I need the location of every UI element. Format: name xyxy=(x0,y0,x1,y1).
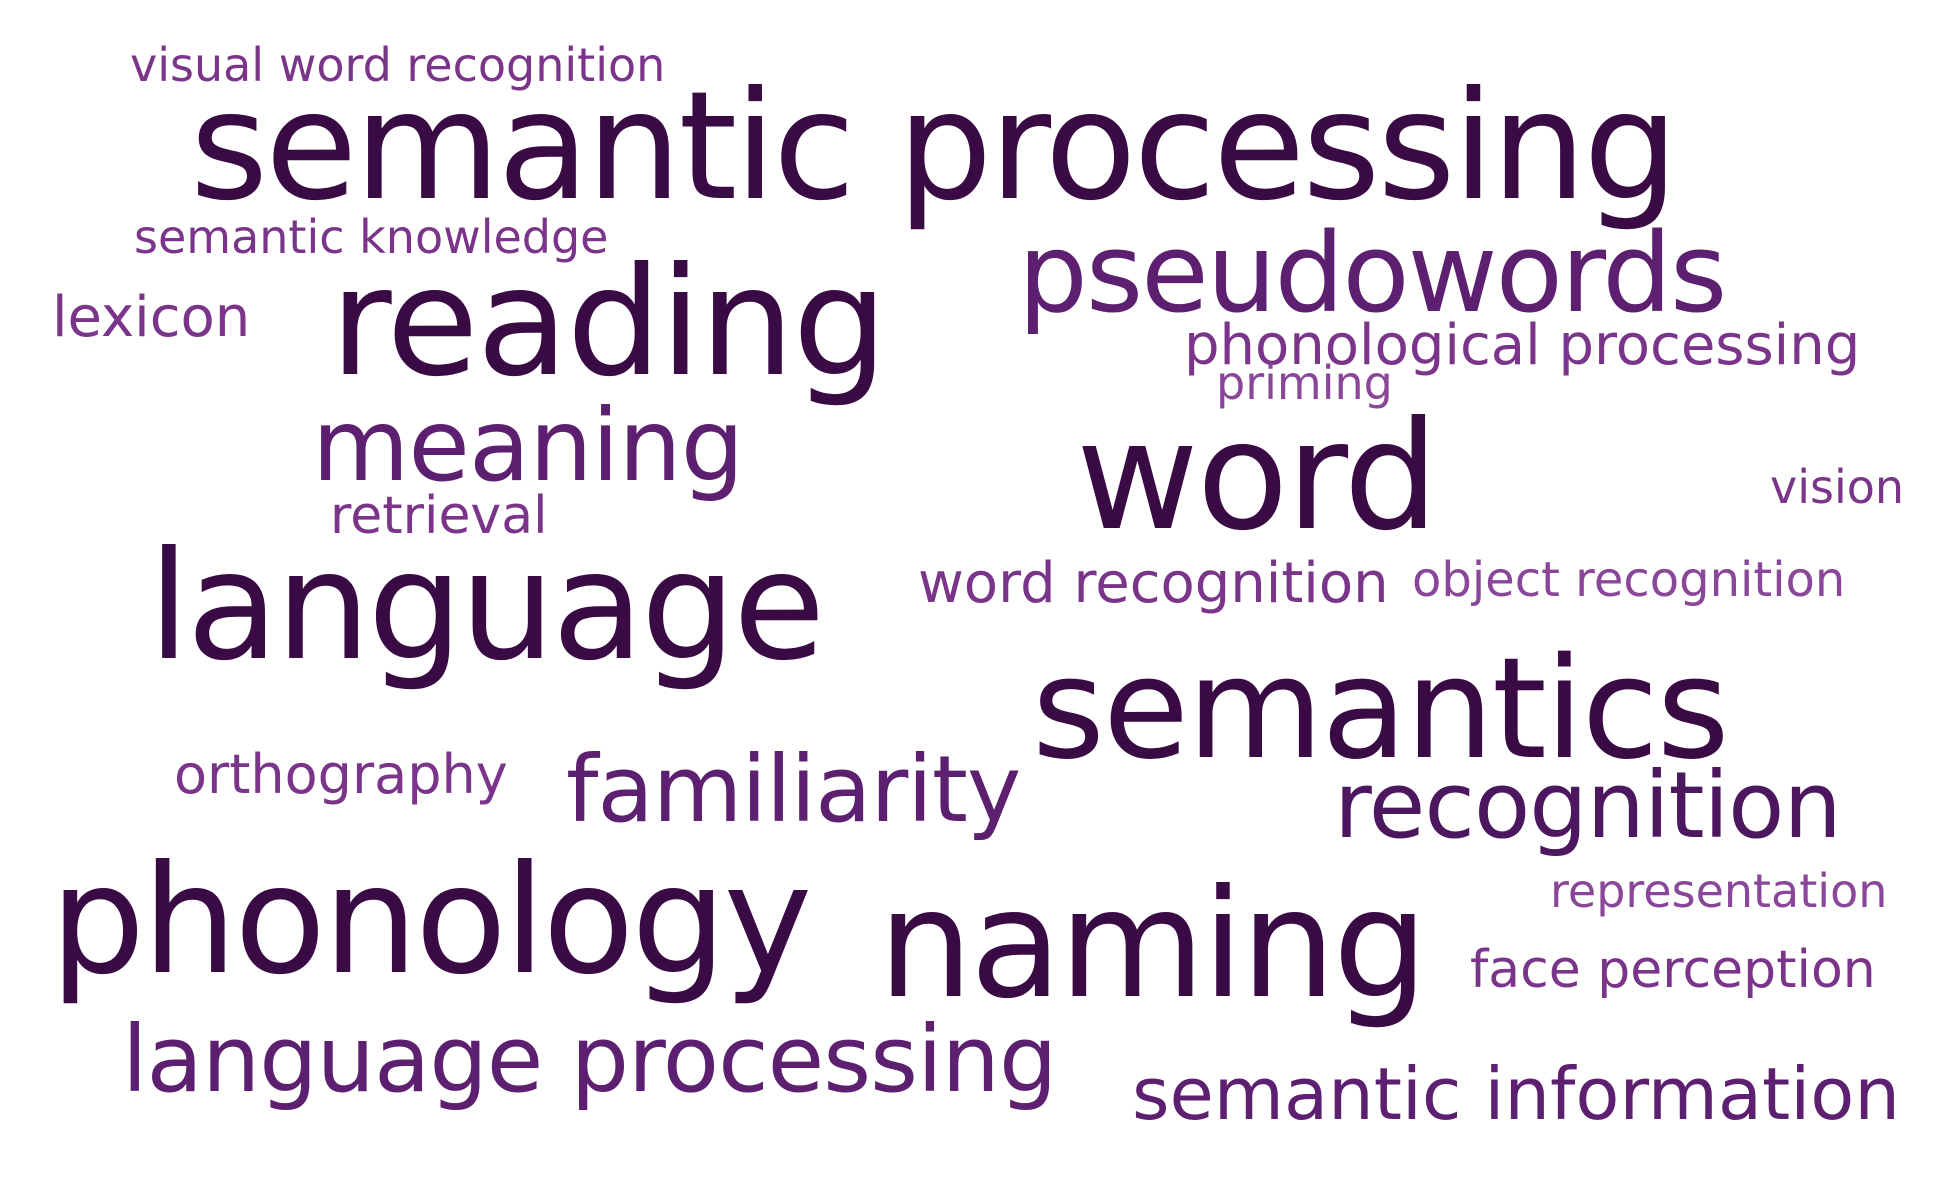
term-semantic-information: semantic information xyxy=(1132,1052,1900,1136)
term-reading: reading xyxy=(330,236,888,410)
term-pseudowords: pseudowords xyxy=(1018,209,1727,337)
term-semantic-processing: semantic processing xyxy=(190,60,1679,234)
term-representation: representation xyxy=(1550,864,1888,918)
term-naming: naming xyxy=(878,858,1428,1032)
term-lexicon: lexicon xyxy=(52,285,251,350)
term-orthography: orthography xyxy=(174,743,508,806)
term-word: word xyxy=(1076,390,1439,564)
term-meaning: meaning xyxy=(312,387,744,504)
term-phonological-processing: phonological processing xyxy=(1184,313,1861,378)
term-recognition: recognition xyxy=(1334,752,1842,859)
term-familiarity: familiarity xyxy=(566,736,1021,843)
term-semantics: semantics xyxy=(1032,628,1730,791)
term-semantic-knowledge: semantic knowledge xyxy=(134,210,609,264)
term-priming: priming xyxy=(1216,356,1393,410)
term-language: language xyxy=(148,520,825,694)
term-object-recognition: object recognition xyxy=(1412,552,1846,608)
term-visual-word-recognition: visual word recognition xyxy=(130,38,666,92)
term-language-processing: language processing xyxy=(122,1006,1057,1113)
term-word-recognition: word recognition xyxy=(918,551,1389,616)
term-face-perception: face perception xyxy=(1470,940,1876,1000)
term-vision: vision xyxy=(1770,460,1905,514)
term-retrieval: retrieval xyxy=(330,486,548,546)
term-phonology: phonology xyxy=(50,834,812,1008)
